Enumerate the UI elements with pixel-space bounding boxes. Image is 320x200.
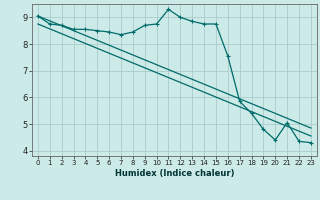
X-axis label: Humidex (Indice chaleur): Humidex (Indice chaleur): [115, 169, 234, 178]
